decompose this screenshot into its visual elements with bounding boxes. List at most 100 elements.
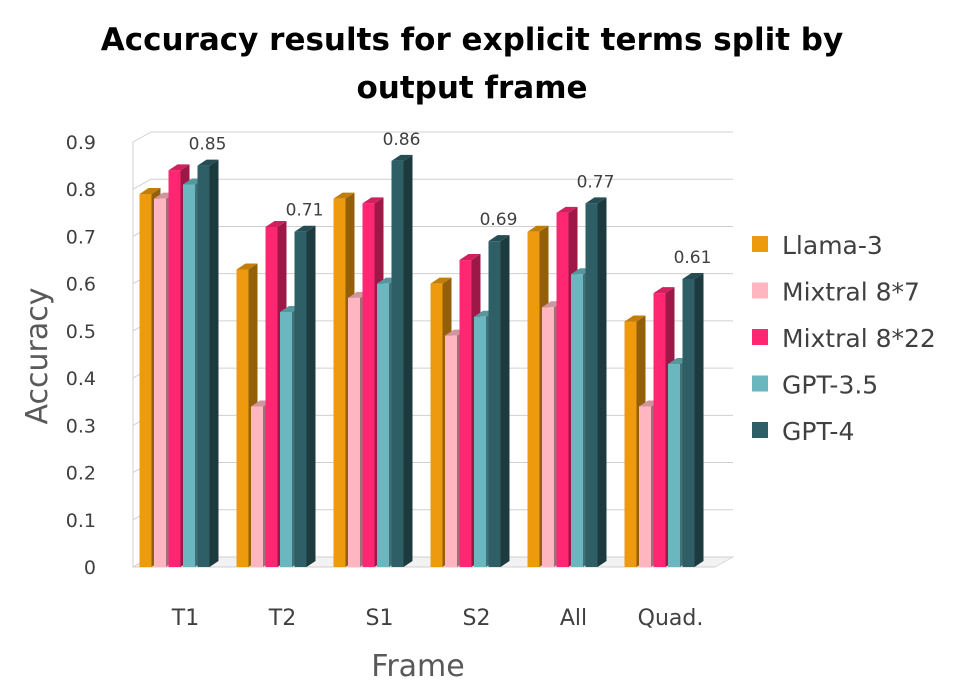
bar-front <box>653 293 666 567</box>
bar-front <box>265 227 278 567</box>
bar-front <box>348 297 360 567</box>
legend-label: Mixtral 8*22 <box>782 324 936 353</box>
legend: Llama-3 Mixtral 8*7 Mixtral 8*22 GPT-3.5 GPT… <box>752 231 936 446</box>
chart-title-line-2: output frame <box>356 70 587 106</box>
legend-label: GPT-4 <box>782 417 854 446</box>
bar <box>682 272 704 567</box>
bar-top <box>333 192 355 199</box>
chart-title-line-1: Accuracy results for explicit terms spli… <box>101 22 843 58</box>
bar-top <box>488 235 510 242</box>
legend-item: Mixtral 8*7 <box>752 278 920 307</box>
bar-front <box>585 203 598 567</box>
bar-top <box>265 221 287 227</box>
legend-label: GPT-3.5 <box>782 371 878 400</box>
x-axis-categories: T1 T2 S1 S2 All Quad. <box>171 606 704 631</box>
data-label: 0.69 <box>480 210 518 230</box>
bar-front <box>168 170 181 568</box>
bar-top <box>682 272 704 279</box>
bar-front <box>280 312 292 567</box>
x-tick-label: S2 <box>463 606 491 631</box>
x-axis-title: Frame <box>371 649 464 684</box>
x-tick-label: S1 <box>366 606 394 631</box>
bar <box>294 225 316 567</box>
legend-swatch <box>752 282 768 299</box>
y-tick-label: 0 <box>84 557 96 579</box>
legend-item: GPT-3.5 <box>752 371 878 400</box>
bar-front <box>556 212 569 568</box>
gridline-depth <box>132 131 152 143</box>
x-tick-label: All <box>560 606 587 631</box>
legend-swatch <box>752 236 768 252</box>
bar-side <box>209 159 219 567</box>
bar-front <box>459 260 472 567</box>
bar-top <box>527 225 549 232</box>
bar-front <box>571 274 583 567</box>
data-label: 0.86 <box>383 130 421 150</box>
bar-side <box>306 225 316 567</box>
bar-top <box>430 277 452 284</box>
bar-front <box>294 231 307 567</box>
y-tick-label: 0.9 <box>66 132 96 154</box>
bar-front <box>197 165 210 567</box>
legend-item: Llama-3 <box>752 231 883 260</box>
bar-top <box>197 159 219 166</box>
legend-label: Llama-3 <box>782 231 883 260</box>
bar-front <box>624 321 637 567</box>
bar <box>488 235 510 567</box>
y-tick-label: 0.3 <box>66 415 96 437</box>
bar-top <box>624 315 646 322</box>
gridline-depth <box>132 178 152 190</box>
bar-front <box>251 406 263 567</box>
bar-top <box>653 287 675 294</box>
bar <box>585 197 607 567</box>
bar-front <box>333 198 346 567</box>
bar-front <box>183 184 195 567</box>
bar-front <box>362 203 375 567</box>
bar-front <box>139 193 152 567</box>
bar-front <box>377 283 389 567</box>
bar-front <box>430 283 443 567</box>
bar-side <box>694 272 704 567</box>
bar-top <box>236 263 258 270</box>
legend-label: Mixtral 8*7 <box>782 278 920 307</box>
x-tick-label: Quad. <box>638 606 704 631</box>
bar-top <box>391 154 413 161</box>
bars <box>139 154 704 568</box>
y-tick-label: 0.2 <box>66 463 96 485</box>
bar-top <box>168 164 190 171</box>
bar-front <box>445 335 457 567</box>
bar-front <box>488 241 501 567</box>
bar-side <box>597 197 607 567</box>
y-tick-label: 0.1 <box>66 510 96 532</box>
y-axis-ticks: 0 0.1 0.2 0.3 0.4 0.5 0.6 0.7 0.8 0.9 <box>66 132 96 579</box>
bar-top <box>139 187 161 194</box>
legend-swatch <box>752 375 768 392</box>
bar-top <box>294 225 316 232</box>
data-label: 0.85 <box>189 135 227 155</box>
bar-front <box>391 160 404 567</box>
bar-top <box>459 254 481 261</box>
y-tick-label: 0.7 <box>66 226 96 248</box>
x-tick-label: T1 <box>171 606 199 631</box>
bar-side <box>403 154 413 567</box>
bar-front <box>542 307 554 567</box>
bar-front <box>668 363 680 567</box>
bar-front <box>527 231 540 567</box>
bar <box>391 154 413 567</box>
bar <box>197 159 219 567</box>
data-label: 0.71 <box>286 201 324 221</box>
bar-front <box>154 198 166 567</box>
bar-top <box>556 206 578 213</box>
legend-item: GPT-4 <box>752 417 854 446</box>
bar-front <box>236 269 249 567</box>
bar-top <box>585 197 607 204</box>
bar-front <box>639 406 651 567</box>
bar-front <box>682 278 695 567</box>
data-label: 0.61 <box>674 248 712 268</box>
legend-swatch <box>752 422 768 438</box>
bar-side <box>500 235 510 567</box>
legend-item: Mixtral 8*22 <box>752 324 936 353</box>
x-tick-label: T2 <box>268 606 296 631</box>
